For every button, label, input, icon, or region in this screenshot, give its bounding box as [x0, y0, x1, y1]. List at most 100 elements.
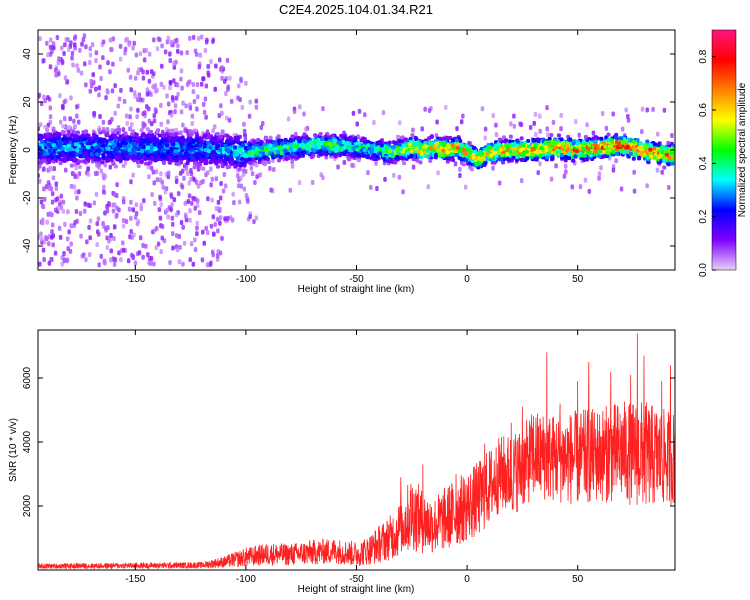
heatmap-cell: [96, 231, 101, 237]
heatmap-cell: [39, 236, 44, 242]
heatmap-cell: [176, 131, 181, 136]
heatmap-cell: [248, 99, 252, 105]
heatmap-cell: [159, 202, 163, 208]
heatmap-cell: [434, 152, 439, 157]
heatmap-cell: [175, 247, 180, 253]
heatmap-cell: [52, 166, 56, 172]
heatmap-cell: [155, 46, 160, 52]
heatmap-cell: [183, 212, 188, 218]
heatmap-cell: [222, 172, 227, 178]
heatmap-cell: [286, 116, 291, 122]
heatmap-cell: [145, 127, 150, 132]
heatmap-cell: [62, 99, 67, 105]
heatmap-cell: [88, 218, 93, 224]
heatmap-cell: [313, 133, 318, 138]
heatmap-cell: [47, 241, 51, 247]
heatmap-cell: [184, 165, 189, 171]
heatmap-cell: [87, 252, 92, 258]
heatmap-cell: [57, 132, 62, 137]
heatmap-cell: [105, 235, 109, 241]
heatmap-cell: [71, 62, 75, 68]
heatmap-cell: [531, 137, 536, 142]
heatmap-cell: [463, 184, 468, 190]
heatmap-cell: [195, 94, 200, 100]
heatmap-cell: [202, 109, 207, 115]
heatmap-cell: [159, 121, 164, 127]
heatmap-cell: [127, 206, 132, 212]
heatmap-cell: [97, 128, 102, 133]
heatmap-cell: [126, 67, 131, 73]
heatmap-cell: [84, 257, 88, 263]
heatmap-cell: [97, 85, 102, 91]
heatmap-cell: [88, 88, 93, 94]
heatmap-cell: [556, 133, 561, 138]
heatmap-cell: [45, 40, 49, 46]
heatmap-cell: [139, 97, 143, 103]
heatmap-cell: [182, 240, 187, 246]
heatmap-cell: [144, 47, 149, 53]
heatmap-cell: [494, 132, 499, 138]
heatmap-cell: [175, 82, 180, 88]
heatmap-cell: [47, 185, 51, 191]
heatmap-cell: [50, 199, 55, 205]
heatmap-cell: [121, 240, 125, 246]
heatmap-cell: [606, 132, 611, 137]
heatmap-cell: [108, 69, 112, 75]
heatmap-cell: [158, 177, 163, 183]
heatmap-cell: [233, 164, 238, 169]
heatmap-cell: [231, 191, 235, 197]
heatmap-cell: [174, 233, 179, 239]
heatmap-cell: [96, 216, 101, 222]
heatmap-cell: [268, 165, 272, 171]
heatmap-cell: [180, 168, 185, 174]
heatmap-cell: [209, 223, 214, 229]
heatmap-cell: [74, 130, 79, 135]
heatmap-cell: [321, 106, 325, 112]
heatmap-cell: [111, 61, 115, 67]
heatmap-cell: [242, 168, 246, 174]
heatmap-cell: [129, 215, 133, 221]
heatmap-cell: [117, 250, 121, 256]
heatmap-cell: [75, 104, 79, 110]
heatmap-cell: [656, 131, 660, 137]
heatmap-cell: [133, 75, 138, 81]
heatmap-cell: [73, 161, 78, 167]
heatmap-cell: [206, 63, 211, 69]
heatmap-cell: [242, 186, 247, 192]
heatmap-cell: [498, 156, 503, 161]
heatmap-cell: [139, 206, 144, 212]
heatmap-cell: [69, 223, 73, 229]
heatmap-cell: [136, 107, 140, 113]
heatmap-cell: [191, 89, 196, 95]
heatmap-cell: [60, 261, 64, 267]
heatmap-cell: [152, 261, 156, 267]
heatmap-cell: [115, 205, 119, 211]
heatmap-cell: [132, 232, 136, 238]
heatmap-cell: [168, 79, 173, 85]
heatmap-cell: [662, 107, 667, 113]
heatmap-cell: [188, 208, 192, 214]
heatmap-cell: [186, 80, 191, 86]
heatmap-cell: [458, 166, 462, 172]
heatmap-cell: [225, 57, 230, 63]
heatmap-cell: [82, 61, 87, 67]
heatmap-cell: [185, 170, 190, 176]
heatmap-cell: [129, 199, 133, 205]
heatmap-cell: [271, 166, 276, 172]
heatmap-cell: [545, 126, 550, 132]
heatmap-cell: [168, 260, 172, 266]
heatmap-cell: [157, 207, 162, 213]
heatmap-cell: [243, 136, 248, 142]
heatmap-cell: [288, 187, 293, 193]
heatmap-cell: [159, 249, 163, 255]
heatmap-cell: [94, 58, 98, 64]
heatmap-cell: [235, 173, 240, 179]
heatmap-cell: [176, 191, 181, 197]
heatmap-cell: [254, 215, 259, 221]
heatmap-cell: [113, 83, 117, 89]
heatmap-cell: [40, 220, 45, 226]
heatmap-cell: [155, 225, 159, 231]
heatmap-cell: [597, 175, 601, 181]
spectrogram-cells: [38, 33, 675, 268]
heatmap-cell: [50, 191, 55, 197]
